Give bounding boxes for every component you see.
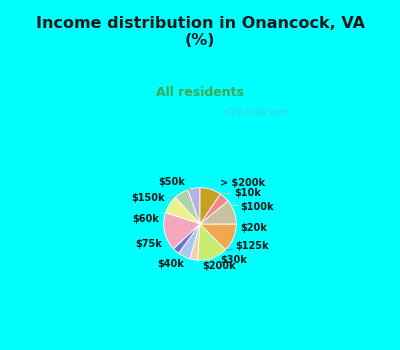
Wedge shape (179, 224, 200, 259)
Wedge shape (166, 197, 200, 224)
Wedge shape (174, 224, 200, 253)
Text: $50k: $50k (158, 177, 190, 190)
Wedge shape (200, 194, 228, 224)
Text: $150k: $150k (131, 193, 173, 203)
Text: City-Data.com: City-Data.com (226, 108, 290, 117)
Text: > $200k: > $200k (209, 178, 265, 189)
Wedge shape (175, 190, 200, 224)
Text: $60k: $60k (132, 213, 164, 224)
Text: $10k: $10k (221, 188, 261, 198)
Wedge shape (188, 188, 200, 224)
Text: $100k: $100k (233, 202, 274, 212)
Text: $30k: $30k (216, 255, 247, 265)
Wedge shape (164, 213, 200, 249)
Text: $125k: $125k (226, 241, 269, 251)
Wedge shape (190, 224, 200, 260)
Text: All residents: All residents (156, 86, 244, 99)
Text: Income distribution in Onancock, VA
(%): Income distribution in Onancock, VA (%) (36, 16, 364, 48)
Wedge shape (200, 188, 220, 224)
Wedge shape (198, 224, 226, 260)
Text: $40k: $40k (157, 257, 188, 269)
Text: $200k: $200k (202, 260, 236, 271)
Text: $20k: $20k (238, 223, 267, 233)
Text: $75k: $75k (135, 238, 164, 249)
Wedge shape (200, 224, 236, 250)
Wedge shape (200, 201, 236, 224)
